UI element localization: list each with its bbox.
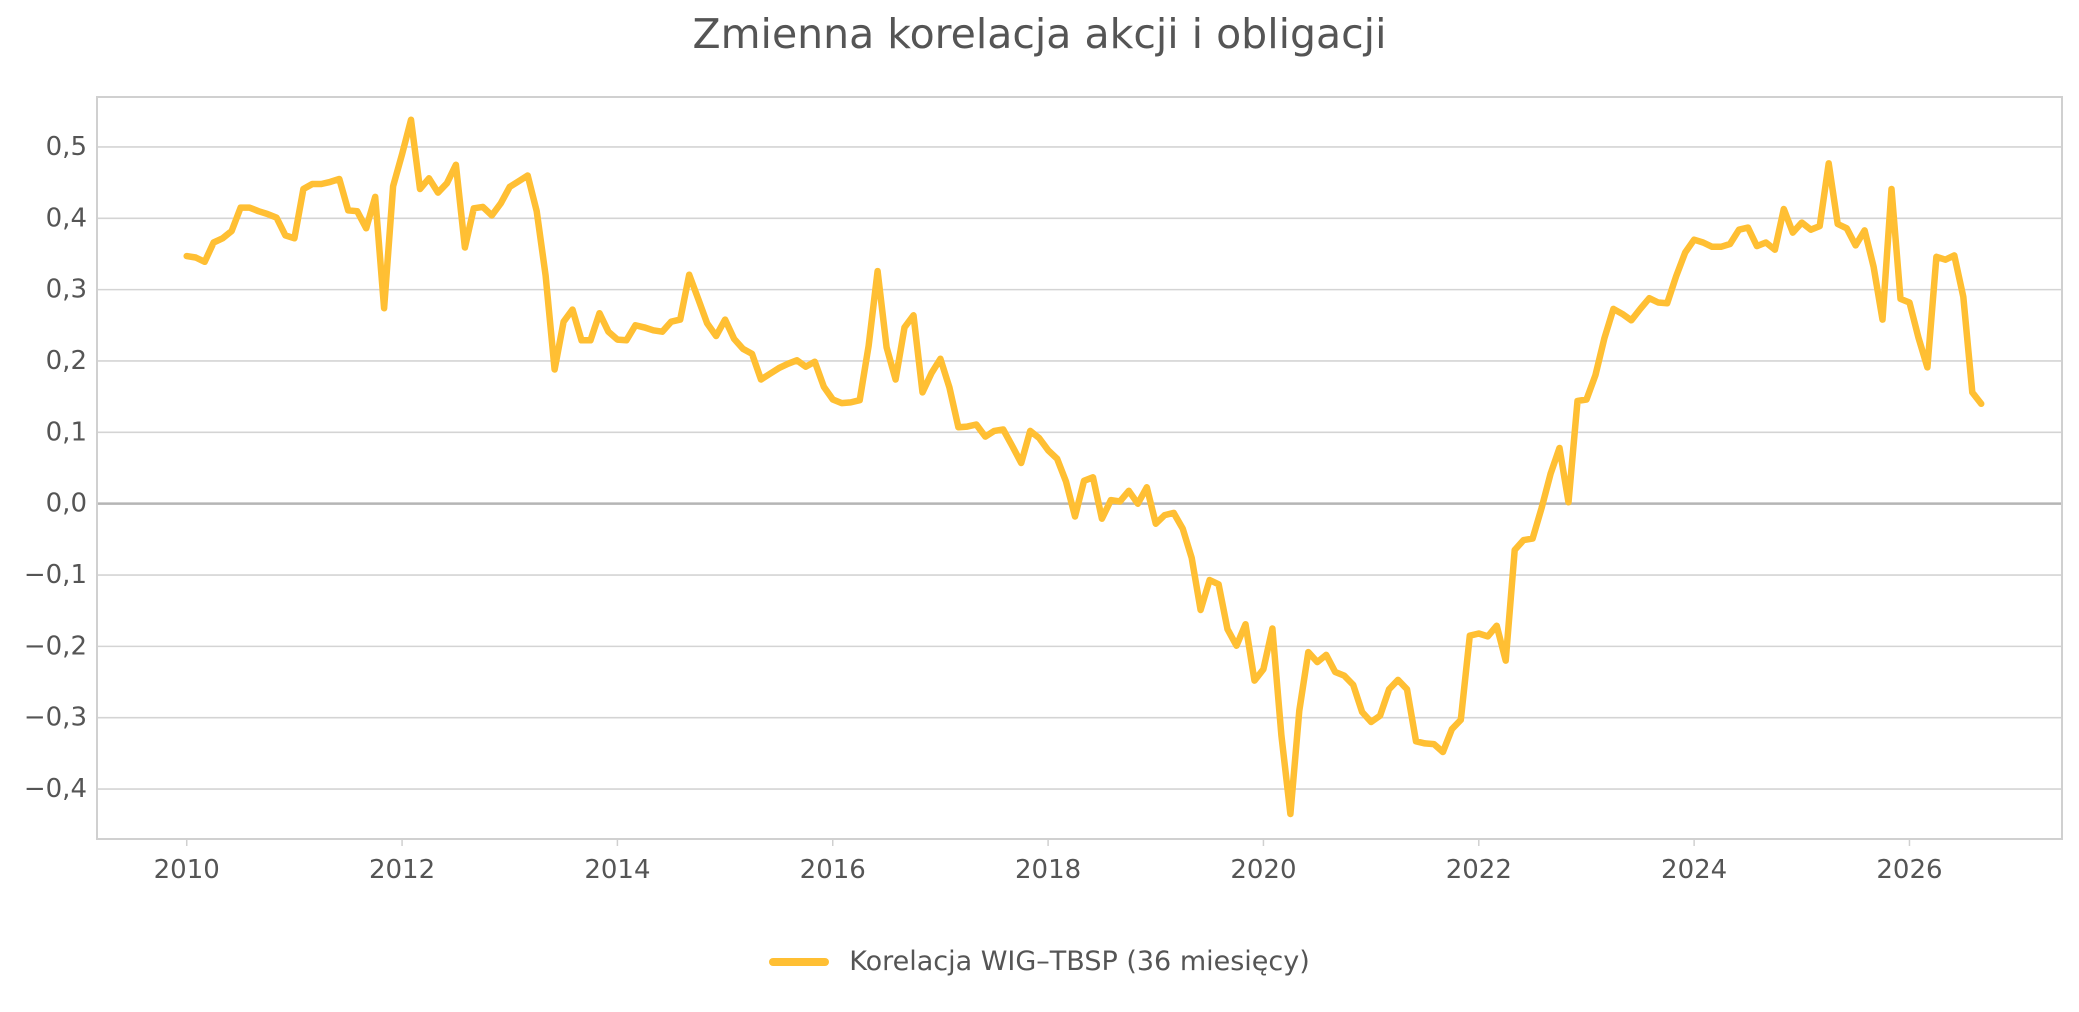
- x-tick-label: 2018: [1015, 855, 1081, 885]
- legend-swatch: [769, 957, 830, 966]
- legend-label: Korelacja WIG–TBSP (36 miesięcy): [849, 946, 1310, 977]
- plot-border: [96, 96, 2063, 840]
- y-tick-label: 0,5: [46, 132, 87, 162]
- legend: Korelacja WIG–TBSP (36 miesięcy): [0, 946, 2079, 977]
- x-tick-label: 2022: [1446, 855, 1512, 885]
- y-tick-label: 0,3: [46, 275, 87, 305]
- x-tick-label: 2010: [154, 855, 220, 885]
- x-axis: 2010 2012 2014 2016 2018 2020 2022 2024 2026: [154, 839, 1943, 885]
- plot-frame: [96, 96, 2063, 840]
- x-tick-label: 2026: [1876, 855, 1942, 885]
- y-tick-label: 0,2: [46, 346, 87, 376]
- gridlines: [97, 146, 2062, 790]
- y-tick-label: −0,1: [24, 560, 87, 590]
- y-tick-label: −0,4: [24, 774, 87, 804]
- y-tick-label: 0,0: [46, 489, 87, 519]
- chart-title: Zmienna korelacja akcji i obligacji: [692, 10, 1387, 58]
- series-line-0: [183, 116, 1985, 818]
- x-tick-label: 2012: [369, 855, 435, 885]
- x-tick-label: 2020: [1230, 855, 1296, 885]
- y-axis: −0,4 −0,3 −0,2 −0,1 0,0 0,1 0,2 0,3 0,4 0,5: [24, 132, 87, 804]
- y-tick-label: −0,3: [24, 703, 87, 733]
- y-tick-label: 0,4: [46, 203, 87, 233]
- y-tick-label: −0,2: [24, 631, 87, 661]
- x-tick-label: 2024: [1661, 855, 1727, 885]
- y-tick-label: 0,1: [46, 417, 87, 447]
- x-tick-label: 2016: [800, 855, 866, 885]
- x-tick-label: 2014: [584, 855, 650, 885]
- series-layer: [183, 116, 1985, 818]
